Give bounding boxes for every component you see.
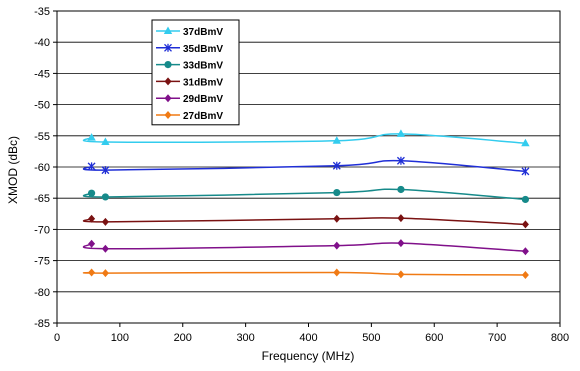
series-line [82, 159, 526, 173]
legend-entry: 27dBmV [156, 111, 223, 122]
legend: 37dBmV 35dBmV 33dBmV 31dBmV 29dBmV 27dBmV [151, 19, 240, 126]
data-point-marker [333, 241, 341, 250]
data-point-marker [396, 156, 405, 165]
legend-entry: 37dBmV [156, 26, 223, 38]
x-tick-label: 400 [299, 332, 317, 344]
series-line [82, 133, 526, 145]
legend-marker [164, 43, 172, 52]
series-35dBmV [82, 156, 530, 176]
data-point-marker [521, 270, 529, 279]
legend-label: 35dBmV [183, 44, 223, 55]
legend-label: 27dBmV [183, 111, 223, 122]
series-line [82, 217, 526, 226]
data-point-marker [397, 270, 405, 279]
data-point-marker [87, 133, 96, 141]
x-tick-label: 800 [551, 332, 569, 344]
x-tick-label: 200 [174, 332, 192, 344]
legend-label: 37dBmV [183, 27, 223, 38]
series-31dBmV [82, 214, 529, 229]
x-tick-label: 600 [425, 332, 443, 344]
y-axis-label: XMOD (dBc) [6, 136, 20, 204]
y-tick-label: -45 [34, 68, 50, 80]
data-point-marker [101, 137, 110, 146]
series-27dBmV [82, 268, 529, 279]
data-point-marker [101, 166, 110, 175]
legend-entry: 33dBmV [156, 61, 223, 72]
data-point-marker [521, 220, 529, 229]
data-point-marker [87, 189, 96, 197]
y-tick-label: -50 [34, 100, 50, 112]
data-point-marker [101, 193, 110, 201]
data-point-marker [332, 136, 341, 144]
data-point-marker [521, 167, 530, 176]
x-tick-label: 0 [54, 332, 60, 344]
data-point-marker [397, 214, 405, 223]
y-tick-label: -80 [34, 287, 50, 299]
data-point-marker [332, 161, 341, 170]
legend-marker [164, 61, 172, 69]
x-tick-label: 300 [236, 332, 254, 344]
data-point-marker [88, 268, 96, 277]
legend-entry: 35dBmV [156, 43, 223, 55]
data-point-marker [333, 214, 341, 223]
series-33dBmV [82, 185, 530, 204]
data-point-marker [88, 214, 96, 223]
series-line [82, 242, 526, 252]
legend-marker [164, 77, 172, 86]
legend-marker [163, 26, 173, 34]
data-point-marker [333, 268, 341, 277]
legend-marker [164, 111, 172, 119]
legend-box [151, 19, 240, 126]
data-point-marker [521, 195, 530, 204]
series-line [82, 271, 526, 276]
legend-label: 33dBmV [183, 61, 223, 72]
data-point-marker [87, 162, 96, 171]
data-point-marker [397, 185, 405, 194]
y-tick-label: -85 [34, 318, 50, 330]
series-line [82, 188, 526, 201]
data-point-marker [101, 244, 109, 253]
x-tick-label: 100 [111, 332, 129, 344]
y-tick-label: -75 [34, 256, 50, 268]
data-point-marker [101, 217, 109, 226]
data-point-marker [397, 239, 405, 248]
y-tick-label: -60 [34, 162, 50, 174]
series-group [82, 129, 530, 279]
y-tick-label: -70 [34, 224, 50, 236]
y-tick-label: -40 [34, 37, 50, 49]
legend-label: 31dBmV [183, 77, 223, 88]
legend-entry: 31dBmV [156, 77, 223, 88]
legend-label: 29dBmV [183, 94, 223, 105]
series-29dBmV [82, 239, 529, 256]
axes: -35 -40 -45 -50 -55 -60 -65 -70 -75 -80 -85 0 100 200… [34, 6, 569, 344]
legend-marker [164, 94, 172, 103]
legend-entry: 29dBmV [156, 94, 223, 105]
y-tick-label: -65 [34, 193, 50, 205]
x-tick-label: 700 [488, 332, 506, 344]
data-point-marker [101, 269, 109, 278]
x-tick-label: 500 [362, 332, 380, 344]
y-tick-label: -35 [34, 6, 50, 18]
data-point-marker [521, 247, 529, 256]
series-37dBmV [82, 129, 530, 147]
y-tick-label: -55 [34, 131, 50, 143]
data-point-marker [521, 138, 530, 147]
data-point-marker [88, 239, 96, 248]
data-point-marker [396, 129, 406, 137]
x-axis-label: Frequency (MHz) [262, 349, 355, 363]
data-point-marker [333, 188, 341, 197]
